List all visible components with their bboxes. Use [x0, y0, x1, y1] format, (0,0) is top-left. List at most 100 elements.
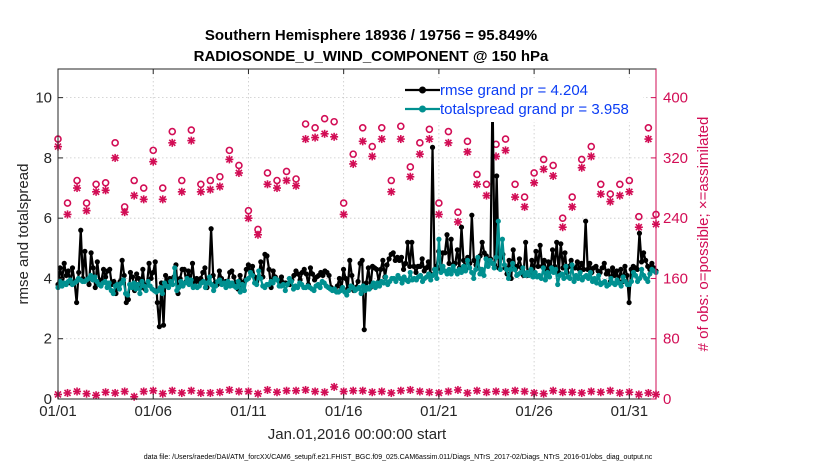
series-1-point-236: [538, 275, 544, 282]
obs-low-33-d2: [368, 388, 376, 396]
series-1-point-36: [129, 284, 135, 291]
series-0-point-243: [558, 241, 564, 247]
legend-marker-totalspread: [419, 105, 426, 113]
obs-low-51: [539, 389, 548, 398]
obs-assimilated-9-d2: [140, 195, 148, 203]
obs-possible-8: [130, 176, 138, 185]
obs-assimilated-8-d2: [130, 192, 138, 200]
series-0-point-48: [154, 299, 160, 306]
obs-assimilated-50: [530, 178, 539, 187]
series-1-point-29: [114, 281, 120, 288]
obs-low-37: [406, 385, 415, 394]
series-1-point-83: [225, 278, 231, 285]
obs-assimilated-51: [539, 165, 548, 174]
series-0-point-169: [405, 239, 411, 245]
series-1-point-186: [436, 236, 442, 242]
series-0-point-282: [638, 259, 645, 265]
series-0-point-98: [258, 259, 264, 265]
series-0-point-11: [78, 227, 84, 233]
series-1-point-239: [544, 269, 551, 276]
obs-low-30-d2: [340, 387, 348, 396]
obs-assimilated-14: [187, 136, 196, 145]
obs-assimilated-38-d2: [416, 150, 424, 158]
y-right-tick-label-0: 0: [663, 391, 671, 408]
obs-assimilated-29: [330, 132, 339, 141]
series-0-point-104: [270, 268, 276, 274]
series-0-point-231: [533, 248, 539, 254]
obs-assimilated-12: [168, 138, 177, 147]
series-0-point-102: [266, 266, 272, 273]
obs-low-19-d2: [235, 387, 243, 396]
series-lines: [55, 89, 659, 333]
series-0-point-176: [419, 256, 425, 262]
series-1-point-247: [561, 275, 567, 282]
obs-possible-38: [416, 139, 424, 147]
series-0-point-131: [326, 272, 332, 279]
obs-possible-14: [187, 126, 196, 134]
series-0-point-179: [425, 259, 431, 265]
series-1-point-215: [495, 218, 501, 224]
obs-assimilated-35-d2: [387, 188, 395, 196]
series-0-point-220: [510, 247, 516, 253]
series-0-point-193: [454, 247, 460, 253]
obs-assimilated-35: [387, 187, 396, 196]
series-0-point-232: [535, 263, 541, 269]
obs-assimilated-57: [596, 190, 605, 199]
y-axis-left-label: rmse and totalspread: [15, 164, 32, 305]
series-1-point-37: [131, 280, 137, 286]
series-0-point-287: [649, 260, 655, 266]
obs-low-53: [558, 388, 567, 397]
obs-low-56: [587, 387, 596, 396]
series-1-point-216: [497, 266, 503, 273]
obs-low-3: [82, 389, 91, 398]
series-1-point-62: [182, 280, 188, 286]
obs-possible-35: [387, 176, 396, 185]
series-0-point-172: [411, 263, 417, 269]
obs-possible-2: [73, 176, 81, 185]
series-0-point-39: [136, 275, 142, 282]
series-0-point-251: [574, 259, 580, 265]
series-0-point-157: [380, 257, 386, 263]
series-1-point-149: [360, 283, 366, 289]
obs-possible-39: [425, 125, 434, 134]
obs-possible-58: [606, 190, 615, 198]
obs-assimilated-32-d2: [359, 137, 367, 145]
series-1-point-200: [464, 257, 471, 263]
series-1-point-99: [258, 275, 264, 282]
obs-low-53-d2: [559, 388, 567, 396]
series-1-point-97: [254, 281, 260, 288]
series-0-point-284: [643, 257, 649, 263]
obs-low-47-d2: [501, 388, 510, 396]
series-0-point-167: [400, 266, 407, 273]
obs-assimilated-56: [587, 152, 596, 161]
obs-low-29: [330, 382, 339, 391]
series-1-point-73: [204, 280, 211, 286]
obs-low-19: [234, 387, 243, 396]
series-0-point-116: [295, 271, 301, 277]
obs-low-38-d2: [416, 387, 424, 396]
x-tick-label-3: 01/16: [325, 403, 363, 420]
series-0-point-281: [636, 230, 643, 236]
series-0-point-156: [378, 266, 384, 273]
series-0-point-196: [460, 257, 467, 263]
obs-low-43-d2: [463, 389, 472, 397]
series-1-point-114: [288, 278, 295, 285]
obs-low-44: [472, 386, 481, 395]
series-1-point-128: [317, 284, 323, 291]
series-1-point-177: [417, 272, 424, 279]
obs-assimilated-1: [63, 210, 72, 219]
series-1-point-240: [546, 274, 553, 280]
series-1-point-190: [444, 271, 450, 277]
series-1-point-50: [157, 284, 163, 291]
series-1-point-254: [575, 275, 581, 282]
series-1-point-255: [577, 269, 583, 276]
obs-possible-49: [520, 193, 529, 201]
obs-assimilated-36: [396, 135, 405, 144]
y-left-tick-label-0: 0: [44, 391, 52, 408]
obs-low-18: [225, 385, 234, 394]
obs-assimilated-58-d2: [606, 198, 614, 206]
obs-assimilated-37-d2: [406, 173, 414, 181]
obs-assimilated-38: [415, 150, 424, 159]
series-0-point-23: [102, 274, 109, 280]
obs-low-11: [158, 389, 167, 398]
